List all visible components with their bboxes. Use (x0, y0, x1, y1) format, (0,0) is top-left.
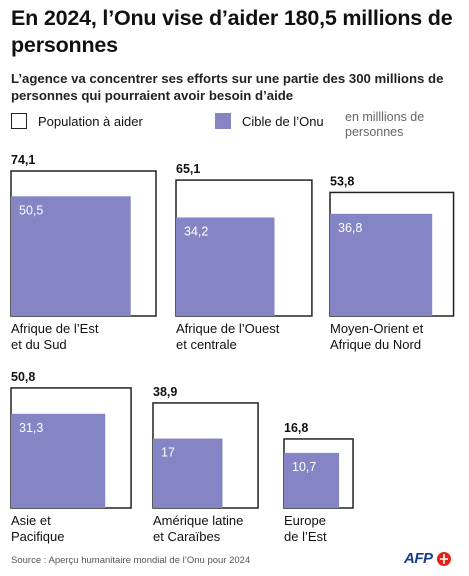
legend-population-label: Population à aider (38, 113, 143, 129)
legend-outline-swatch (11, 113, 27, 129)
population-value-label: 53,8 (330, 174, 354, 188)
globe-icon (436, 551, 451, 566)
region-label: Europe (284, 513, 326, 528)
region-label: Moyen-Orient et (330, 321, 424, 336)
population-value-label: 38,9 (153, 385, 177, 399)
region-label: et du Sud (11, 337, 67, 352)
legend-fill-swatch (215, 113, 231, 129)
region-label: Amérique latine (153, 513, 243, 528)
cible-value-label: 36,8 (338, 221, 362, 235)
population-value-label: 50,8 (11, 370, 35, 384)
region-label: Pacifique (11, 529, 64, 544)
cible-square (176, 217, 275, 316)
chart-title: En 2024, l’Onu vise d’aider 180,5 millio… (11, 6, 453, 57)
legend-population: Population à aider (11, 113, 143, 129)
cible-square (284, 452, 340, 508)
chart-subtitle: L’agence va concentrer ses efforts sur u… (11, 71, 444, 103)
cible-value-label: 50,5 (19, 203, 43, 217)
region-label: de l’Est (284, 529, 327, 544)
unit-label: en milllions de personnes (345, 110, 425, 139)
region-label: et centrale (176, 337, 237, 352)
region-label: Afrique de l’Est (11, 321, 99, 336)
afp-logo-text: AFP (404, 550, 433, 567)
cible-value-label: 17 (161, 446, 175, 460)
cible-value-label: 31,3 (19, 421, 43, 435)
cible-square (11, 196, 131, 316)
cible-square (11, 413, 106, 508)
legend-cible-label: Cible de l’Onu (242, 113, 324, 129)
afp-logo: AFP (404, 550, 452, 567)
region-label: Afrique du Nord (330, 337, 421, 352)
population-value-label: 74,1 (11, 153, 35, 167)
population-value-label: 65,1 (176, 162, 200, 176)
cible-square (330, 213, 433, 316)
region-label: Afrique de l’Ouest (176, 321, 280, 336)
cible-value-label: 10,7 (292, 460, 316, 474)
region-label: Asie et (11, 513, 51, 528)
source-note: Source : Aperçu humanitaire mondial de l… (11, 555, 251, 566)
region-label: et Caraïbes (153, 529, 221, 544)
legend-cible: Cible de l’Onu (215, 113, 324, 129)
population-value-label: 16,8 (284, 421, 308, 435)
cible-square (153, 438, 223, 508)
cible-value-label: 34,2 (184, 224, 208, 238)
